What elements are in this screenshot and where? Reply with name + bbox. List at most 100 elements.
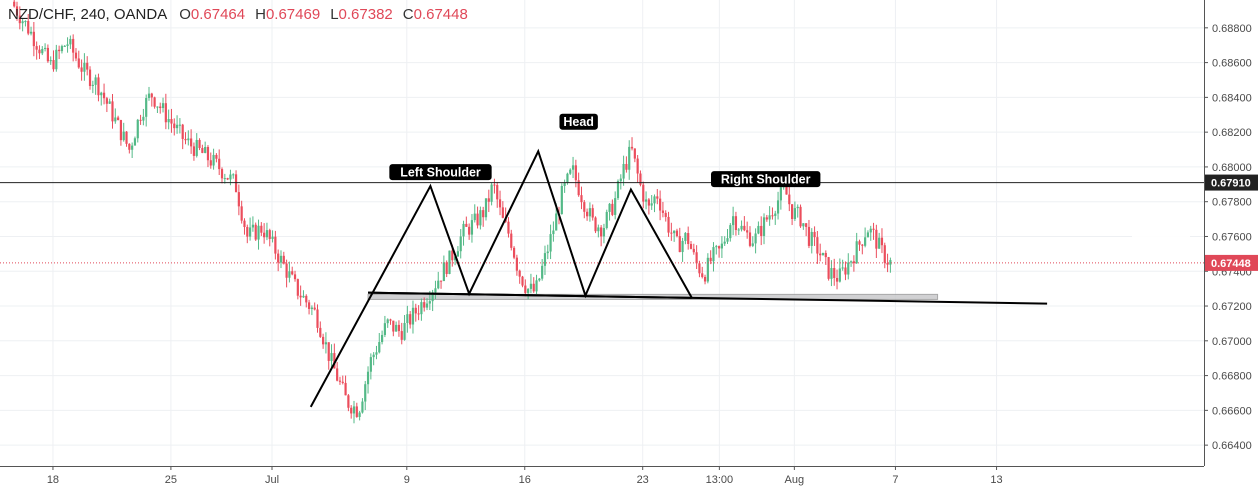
candle-body	[310, 307, 313, 309]
candle-body	[717, 246, 721, 249]
candle-body	[656, 196, 659, 199]
candle-up	[330, 344, 333, 369]
candle-up	[681, 237, 684, 262]
candle-up	[571, 156, 575, 179]
candle-body	[498, 199, 502, 208]
candle-body	[114, 117, 117, 122]
candle-body	[223, 178, 226, 180]
candle-up	[538, 277, 541, 282]
pattern-label-text: Right Shoulder	[721, 173, 811, 187]
candle-body	[153, 97, 156, 107]
candle-body	[566, 173, 569, 183]
candle-body	[580, 195, 583, 203]
candle-body	[246, 227, 249, 237]
candle-body	[15, 6, 19, 16]
high-value: 0.67469	[265, 6, 321, 23]
candle-body	[847, 262, 850, 275]
candle-body	[673, 230, 676, 234]
candle-body	[670, 232, 673, 234]
price-tick-label: 0.68800	[1212, 23, 1252, 35]
candle-body	[136, 119, 139, 139]
candle-down	[667, 211, 670, 237]
candle-down	[350, 405, 353, 419]
candle-up	[55, 44, 58, 72]
candle-body	[409, 314, 412, 325]
candle-body	[799, 206, 802, 227]
low-key: L	[330, 6, 339, 23]
symbol-label[interactable]: NZD/CHF, 240, OANDA	[8, 6, 168, 23]
candle-body	[864, 237, 867, 246]
candle-body	[538, 278, 541, 281]
candle-down	[400, 322, 403, 345]
candle-body	[142, 116, 145, 121]
candle-body	[41, 48, 44, 54]
pattern-label: Left Shoulder	[389, 164, 492, 181]
candle-down	[58, 45, 61, 60]
candle-up	[372, 352, 375, 366]
candle-body	[532, 283, 535, 292]
candle-up	[605, 209, 608, 230]
candle-body	[178, 124, 181, 126]
candle-body	[336, 368, 339, 381]
candle-down	[35, 41, 38, 60]
candle-down	[268, 228, 271, 247]
candle-down	[816, 230, 819, 264]
candle-up	[847, 253, 850, 280]
candle-down	[77, 50, 80, 69]
candle-body	[237, 192, 240, 207]
candle-up	[456, 246, 460, 257]
candle-up	[757, 221, 760, 235]
candle-up	[251, 216, 255, 232]
candle-down	[338, 376, 342, 385]
candle-body	[875, 229, 878, 249]
candle-up	[403, 315, 406, 341]
candle-body	[38, 49, 41, 54]
candle-body	[378, 342, 381, 353]
candle-down	[630, 137, 634, 151]
candle-body	[569, 169, 572, 174]
candle-down	[243, 218, 246, 235]
candle-body	[813, 231, 816, 238]
candle-up	[673, 230, 676, 242]
candle-body	[161, 103, 165, 109]
candle-up	[302, 290, 305, 298]
candle-up	[821, 252, 825, 256]
time-tick-label: 9	[404, 474, 410, 486]
candle-body	[389, 319, 392, 321]
horizontal-line-price-label: 0.67910	[1205, 174, 1258, 191]
candle-up	[232, 173, 235, 179]
candle-body	[69, 38, 72, 45]
candle-body	[521, 276, 524, 286]
candle-body	[776, 200, 780, 214]
candle-up	[204, 141, 207, 154]
candle-up	[563, 179, 566, 193]
time-tick-label: 16	[519, 474, 531, 486]
candle-body	[156, 106, 159, 108]
close-key: C	[402, 6, 414, 23]
candle-up	[248, 217, 252, 241]
time-tick-label: 18	[47, 474, 59, 486]
candle-down	[670, 222, 673, 241]
candle-body	[282, 255, 285, 264]
neckline	[368, 291, 692, 299]
candle-up	[560, 183, 563, 215]
candle-body	[493, 184, 496, 186]
price-tick-label: 0.66400	[1212, 440, 1252, 452]
candle-down	[237, 184, 240, 216]
candle-up	[380, 330, 384, 345]
candle-body	[833, 268, 836, 278]
pattern-label-text: Left Shoulder	[400, 166, 481, 180]
candle-down	[159, 102, 162, 114]
candle-up	[529, 273, 533, 294]
candle-down	[206, 145, 210, 168]
candle-body	[608, 203, 611, 212]
candle-body	[403, 322, 406, 340]
candle-body	[456, 251, 460, 257]
candle-body	[667, 216, 670, 233]
candle-body	[636, 158, 639, 174]
candle-body	[678, 236, 681, 253]
candle-down	[282, 251, 285, 265]
candle-up	[732, 206, 735, 236]
